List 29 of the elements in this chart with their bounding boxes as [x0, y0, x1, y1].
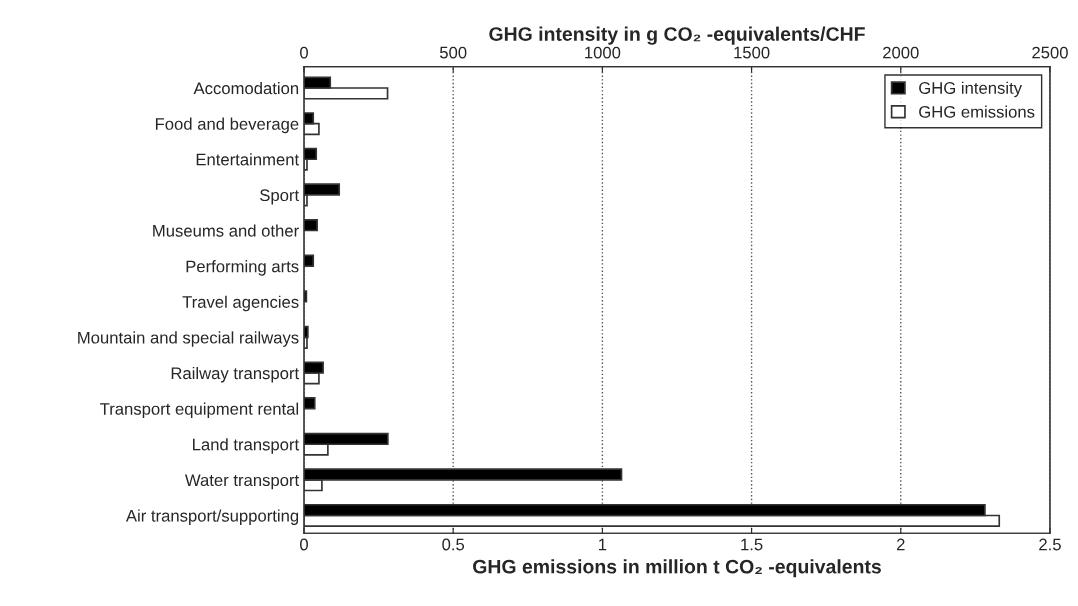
y-tick-label: Performing arts [186, 260, 299, 276]
x-tick-label: 2 [896, 538, 905, 551]
x2-tick-label: 1500 [734, 46, 770, 59]
x-axis-title: GHG emissions in million t CO₂ -equivalents [473, 559, 881, 578]
x2-tick-label: 2000 [883, 46, 919, 59]
legend-label: GHG emissions [919, 105, 1035, 118]
x2-tick-label: 500 [439, 46, 467, 59]
x-tick-label: 1.5 [741, 538, 763, 551]
x2-tick-label: 0 [300, 46, 308, 59]
y-tick-label: Water transport [184, 474, 300, 490]
x2-axis-title: GHG intensity in g CO₂ -equivalents/CHF [489, 26, 865, 45]
y-tick-label: Entertainment [196, 153, 300, 166]
x2-tick-label: 2500 [1032, 46, 1068, 59]
x-tick-label: 0.5 [442, 538, 465, 551]
y-tick-label: Museums and other [153, 224, 299, 237]
y-tick-label: Sport [260, 189, 300, 205]
legend-label: GHG intensity [919, 81, 1022, 98]
y-tick-label: Land transport [193, 438, 300, 454]
y-tick-label: Travel agencies [182, 295, 299, 312]
x-tick-label: 1 [599, 538, 607, 551]
x2-tick-label: 1000 [585, 46, 621, 59]
x-tick-label: 2.5 [1039, 538, 1061, 551]
x-tick-label: 0 [300, 538, 308, 551]
y-tick-label: Mountain and special railways [78, 331, 299, 347]
y-tick-label: Air transport/supporting [125, 509, 299, 525]
y-tick-label: Railway transport [171, 366, 300, 383]
y-tick-label: Food and beverage [155, 117, 299, 134]
y-tick-label: Transport equipment rental [100, 402, 299, 419]
y-tick-label: Accomodation [193, 81, 299, 95]
